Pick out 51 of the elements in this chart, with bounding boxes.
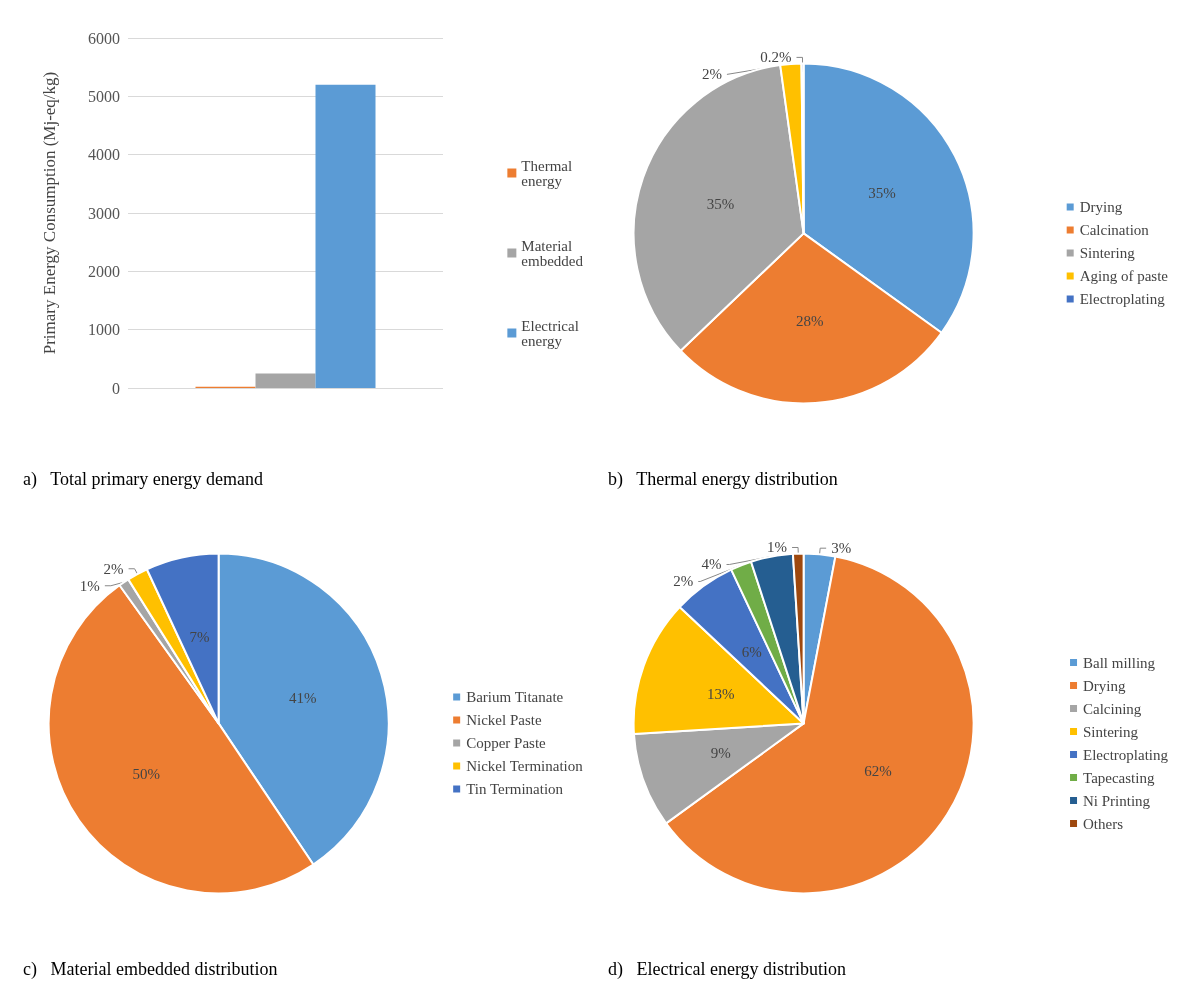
text: c) Material embedded distribution — [23, 959, 278, 980]
legend-label: Sintering — [1083, 723, 1139, 740]
data-label: 7% — [189, 629, 210, 646]
data-label: 2% — [673, 573, 694, 590]
data-label: 0.2% — [760, 49, 792, 66]
data-label: 1% — [79, 577, 100, 594]
data-label: 62% — [864, 762, 892, 779]
y-tick-label: 1000 — [88, 321, 120, 339]
y-tick-label: 5000 — [88, 87, 120, 105]
data-label: 2% — [701, 66, 722, 83]
data-label: 41% — [289, 689, 317, 706]
legend-label: Drying — [1079, 199, 1123, 215]
data-label: 28% — [795, 313, 824, 330]
y-tick-label: 3000 — [88, 204, 120, 222]
data-label: 35% — [868, 185, 896, 202]
legend-label: Copper Paste — [466, 735, 547, 751]
data-label: 9% — [710, 745, 731, 762]
legend-label: Ball milling — [1083, 654, 1156, 671]
legend-label: Electroplating — [1083, 746, 1169, 763]
legend-label: Tapecasting — [1083, 769, 1155, 786]
legend-label: Sintering — [1079, 245, 1136, 261]
legend-label: Nickel Paste — [466, 712, 542, 728]
text: d) Electrical energy distribution — [608, 959, 847, 980]
legend-label: Tin Termination — [466, 781, 564, 797]
legend-label: Aging of paste — [1079, 268, 1169, 284]
legend-label: Thermal energy — [521, 157, 573, 189]
data-label: 50% — [132, 765, 161, 782]
legend-label: Barium Titanate — [466, 689, 564, 705]
data-label: 3% — [831, 540, 852, 557]
legend-label: Calcination — [1079, 222, 1150, 238]
y-tick-label: 2000 — [88, 262, 120, 280]
legend-label: Nickel Termination — [466, 758, 584, 774]
data-label: 4% — [701, 556, 722, 573]
data-label: 13% — [707, 685, 735, 702]
data-label: 2% — [103, 560, 124, 577]
y-tick-label: 4000 — [88, 146, 120, 164]
legend-label: Calcining — [1083, 700, 1142, 717]
legend-label: Material embedded — [521, 237, 584, 269]
legend-label: Electroplating — [1079, 291, 1166, 307]
legend-label: Electrical energy — [521, 317, 579, 349]
legend-label: Others — [1083, 815, 1124, 832]
legend-label: Drying — [1083, 677, 1127, 694]
data-label: 1% — [767, 539, 788, 556]
legend-label: Ni Printing — [1083, 792, 1151, 809]
y-tick-label: 0 — [112, 379, 120, 397]
data-label: 35% — [706, 196, 735, 213]
text: b) Thermal energy distribution — [608, 469, 838, 490]
text: a) Total primary energy demand — [23, 469, 263, 490]
data-label: 6% — [741, 644, 762, 661]
y-tick-label: 6000 — [88, 29, 120, 47]
y-axis-title: Primary Energy Consumption (Mj-eq/kg) — [40, 71, 59, 355]
